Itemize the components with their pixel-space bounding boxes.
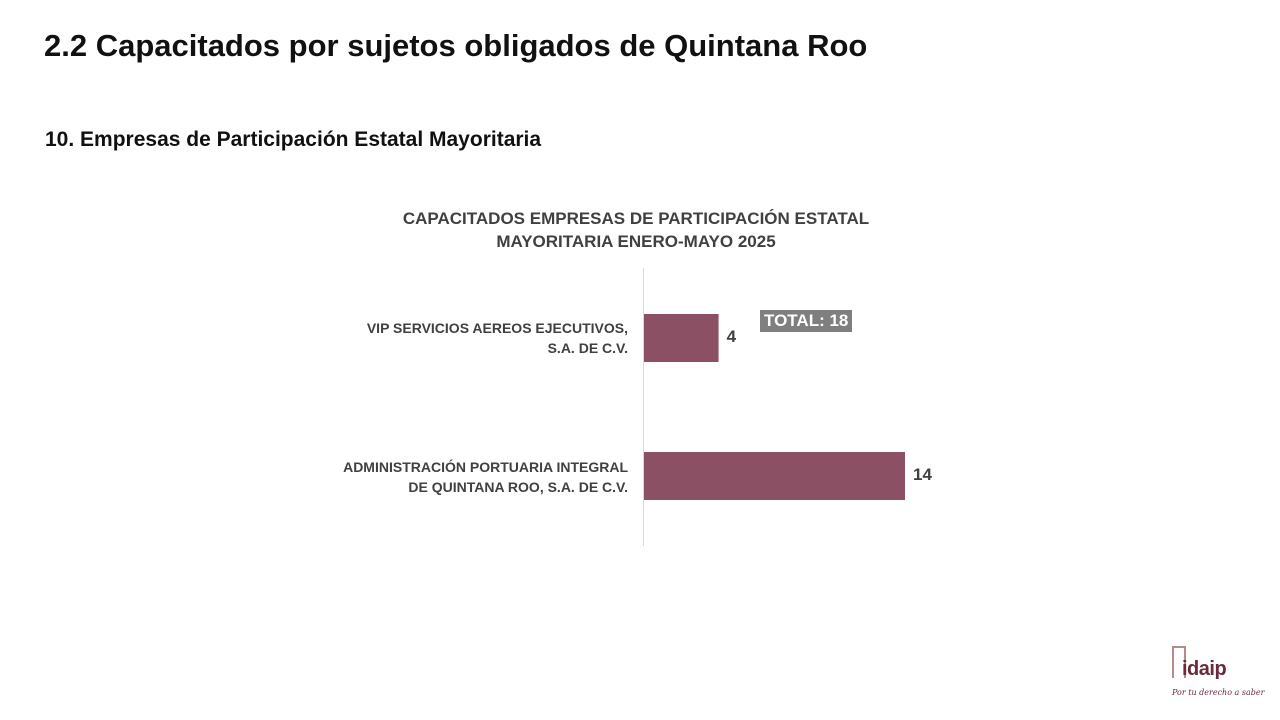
data-label-apiqroo: 14 bbox=[913, 465, 932, 484]
category-label-apiqroo: ADMINISTRACIÓN PORTUARIA INTEGRAL DE QUI… bbox=[343, 459, 628, 495]
category-label-vip: VIP SERVICIOS AEREOS EJECUTIVOS, S.A. DE… bbox=[366, 320, 628, 356]
bar-apiqroo bbox=[644, 452, 905, 500]
logo-text: idaip bbox=[1182, 658, 1227, 680]
idaip-logo: idaip Por tu derecho a saber bbox=[1170, 646, 1264, 702]
section-title: 10. Empresas de Participación Estatal Ma… bbox=[45, 128, 542, 151]
chart-title-line-1: CAPACITADOS EMPRESAS DE PARTICIPACIÓN ES… bbox=[402, 209, 870, 228]
logo-frame-icon bbox=[1172, 646, 1186, 678]
logo-tagline: Por tu derecho a saber bbox=[1172, 688, 1265, 697]
chart-title-line-2: MAYORITARIA ENERO-MAYO 2025 bbox=[496, 232, 776, 251]
bars-group bbox=[644, 314, 905, 500]
data-label-vip: 4 bbox=[726, 327, 737, 346]
bar-vip bbox=[644, 314, 719, 362]
chart-title: CAPACITADOS EMPRESAS DE PARTICIPACIÓN ES… bbox=[336, 207, 936, 253]
slide-title: 2.2 Capacitados por sujetos obligados de… bbox=[44, 28, 868, 63]
total-badge: TOTAL: 18 bbox=[760, 310, 853, 332]
